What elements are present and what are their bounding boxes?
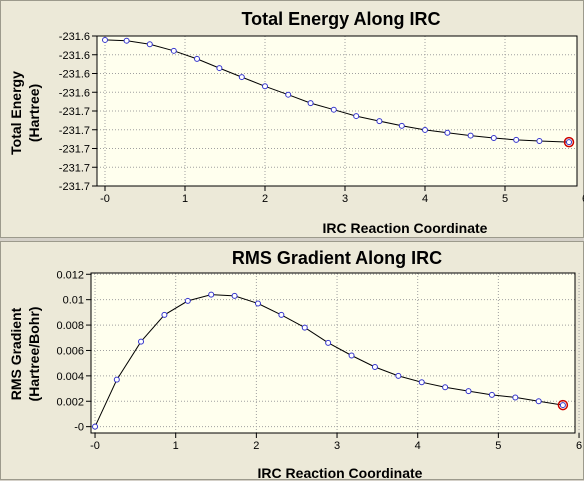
energy-data-point[interactable] bbox=[102, 36, 108, 43]
gradient-y-axis-title-line2: (Hartree/Bohr) bbox=[26, 307, 42, 402]
energy-data-point[interactable] bbox=[194, 55, 200, 62]
energy-data-point[interactable] bbox=[490, 135, 497, 141]
energy-data-point[interactable] bbox=[330, 106, 337, 113]
energy-data-point[interactable] bbox=[398, 122, 405, 129]
gradient-data-point[interactable] bbox=[535, 398, 542, 405]
energy-y-tick-label: -231.6 bbox=[59, 87, 90, 99]
energy-x-tick-label: -0 bbox=[100, 193, 110, 205]
gradient-y-tick-label: 0.006 bbox=[56, 345, 84, 357]
gradient-data-point[interactable] bbox=[488, 391, 495, 398]
energy-y-tick-label: -231.6 bbox=[59, 31, 90, 43]
gradient-data-point[interactable] bbox=[442, 384, 449, 391]
energy-data-point[interactable] bbox=[216, 65, 223, 72]
gradient-x-tick-label: -0 bbox=[90, 440, 100, 452]
gradient-data-point[interactable] bbox=[208, 291, 215, 298]
energy-data-point[interactable] bbox=[238, 74, 245, 81]
gradient-data-point[interactable] bbox=[113, 376, 120, 383]
gradient-data-point[interactable] bbox=[254, 300, 261, 307]
gradient-x-tick-label: 4 bbox=[415, 440, 421, 452]
gradient-data-point[interactable] bbox=[161, 311, 168, 318]
energy-data-point[interactable] bbox=[444, 129, 451, 136]
gradient-chart-panel: RMS Gradient Along IRC IRC Reaction Coor… bbox=[0, 241, 584, 481]
gradient-y-tick-label: 0.008 bbox=[56, 320, 84, 332]
energy-chart-panel: Total Energy Along IRC IRC Reaction Coor… bbox=[0, 0, 584, 238]
gradient-x-tick-label: 1 bbox=[173, 440, 179, 452]
gradient-plot-area bbox=[91, 273, 575, 433]
energy-data-point[interactable] bbox=[123, 37, 130, 44]
energy-x-tick-label: 6 bbox=[582, 193, 584, 205]
energy-y-tick-label: -231.7 bbox=[59, 181, 90, 193]
gradient-y-tick-label: 0.012 bbox=[56, 269, 84, 281]
gradient-y-tick-label: 0.01 bbox=[63, 295, 84, 307]
energy-data-point[interactable] bbox=[422, 126, 428, 133]
gradient-current-point-marker[interactable] bbox=[557, 399, 569, 411]
gradient-data-point[interactable] bbox=[559, 402, 566, 409]
energy-data-point[interactable] bbox=[566, 139, 572, 146]
gradient-x-tick-label: 5 bbox=[495, 440, 501, 452]
gradient-y-tick-label: -0 bbox=[74, 422, 84, 434]
energy-y-axis-title-line1: Total Energy bbox=[8, 71, 24, 155]
gradient-data-point[interactable] bbox=[184, 297, 191, 304]
energy-data-point[interactable] bbox=[285, 91, 292, 98]
gradient-data-point[interactable] bbox=[325, 339, 332, 346]
energy-y-tick-label: -231.6 bbox=[59, 69, 90, 81]
gradient-data-point[interactable] bbox=[231, 292, 238, 299]
gradient-x-tick-label: 2 bbox=[253, 440, 259, 452]
gradient-data-point[interactable] bbox=[138, 338, 145, 345]
energy-x-axis-title: IRC Reaction Coordinate bbox=[323, 220, 488, 236]
energy-y-tick-label: -231.7 bbox=[59, 162, 90, 174]
gradient-data-point[interactable] bbox=[395, 372, 402, 379]
energy-y-tick-label: -231.6 bbox=[59, 50, 90, 62]
energy-x-tick-label: 4 bbox=[422, 193, 428, 205]
energy-chart: Total Energy Along IRC IRC Reaction Coor… bbox=[8, 9, 584, 236]
energy-y-axis-title-line2: (Hartree) bbox=[26, 84, 42, 142]
energy-data-point[interactable] bbox=[353, 113, 360, 120]
energy-y-tick-label: -231.7 bbox=[59, 106, 90, 118]
gradient-x-axis-title: IRC Reaction Coordinate bbox=[258, 465, 423, 481]
energy-y-tick-label: -231.7 bbox=[59, 125, 90, 137]
energy-x-tick-label: 5 bbox=[502, 193, 508, 205]
gradient-y-axis-title-line1: RMS Gradient bbox=[8, 307, 24, 400]
gradient-plot-frame bbox=[90, 272, 576, 434]
gradient-x-tick-label: 6 bbox=[576, 440, 582, 452]
energy-data-point[interactable] bbox=[307, 100, 314, 107]
gradient-y-tick-label: 0.002 bbox=[56, 396, 84, 408]
energy-plot-frame bbox=[96, 35, 578, 187]
energy-x-tick-label: 1 bbox=[182, 193, 188, 205]
energy-data-point[interactable] bbox=[467, 132, 474, 139]
energy-y-tick-label: -231.7 bbox=[59, 144, 90, 156]
gradient-data-point[interactable] bbox=[371, 363, 378, 370]
energy-chart-title: Total Energy Along IRC bbox=[241, 9, 440, 29]
energy-data-point[interactable] bbox=[262, 83, 268, 90]
gradient-x-tick-label: 3 bbox=[334, 440, 340, 452]
gradient-data-point[interactable] bbox=[301, 324, 308, 331]
energy-data-point[interactable] bbox=[170, 47, 177, 54]
gradient-data-point[interactable] bbox=[418, 379, 425, 386]
gradient-data-point[interactable] bbox=[465, 388, 472, 395]
energy-x-tick-label: 3 bbox=[342, 193, 348, 205]
energy-data-point[interactable] bbox=[376, 118, 383, 125]
gradient-data-point[interactable] bbox=[92, 423, 99, 430]
energy-x-tick-label: 2 bbox=[262, 193, 268, 205]
energy-data-point[interactable] bbox=[513, 136, 520, 143]
energy-data-point[interactable] bbox=[536, 138, 543, 144]
gradient-data-point[interactable] bbox=[278, 311, 285, 318]
gradient-chart-title: RMS Gradient Along IRC bbox=[232, 248, 442, 268]
gradient-y-tick-label: 0.004 bbox=[56, 371, 84, 383]
energy-current-point-marker[interactable] bbox=[563, 136, 575, 148]
gradient-chart: RMS Gradient Along IRC IRC Reaction Coor… bbox=[8, 248, 582, 481]
gradient-data-point[interactable] bbox=[348, 352, 355, 359]
energy-data-point[interactable] bbox=[146, 41, 153, 48]
gradient-data-point[interactable] bbox=[512, 394, 519, 401]
